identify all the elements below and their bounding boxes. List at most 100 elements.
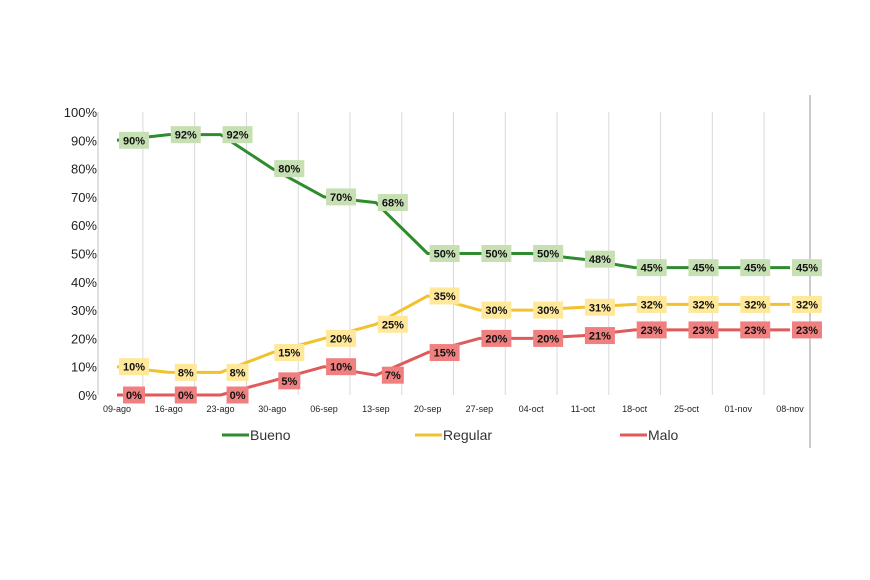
data-label-bueno: 92% (222, 126, 253, 144)
data-label-bueno: 45% (740, 259, 771, 277)
x-tick-label: 18-oct (622, 404, 648, 414)
data-label-box (636, 321, 667, 339)
data-label-box (792, 321, 822, 339)
label-layer: 90% 92% 92% 80% 70% 68% 50% 50% 50% 48% 45% 45% 45% 4… (119, 126, 822, 404)
data-label-text: 45% (641, 263, 663, 275)
data-label-malo: 15% (429, 344, 460, 362)
data-label-text: 7% (385, 370, 401, 382)
data-label-text: 10% (123, 362, 145, 374)
data-label-regular: 32% (688, 295, 719, 313)
data-label-bueno: 45% (792, 259, 822, 277)
y-tick-label: 50% (71, 247, 97, 262)
data-label-text: 20% (330, 333, 352, 345)
legend-label-malo: Malo (648, 427, 679, 443)
data-label-text: 32% (641, 299, 663, 311)
data-label-malo: 0% (123, 386, 145, 404)
data-label-text: 50% (537, 249, 559, 261)
data-label-malo: 23% (740, 321, 771, 339)
data-label-bueno: 50% (429, 245, 460, 262)
grid-layer (142, 112, 765, 395)
data-label-malo: 23% (792, 321, 822, 339)
y-tick-label: 40% (71, 275, 97, 290)
data-label-regular: 25% (377, 315, 408, 333)
data-label-box (429, 344, 460, 362)
data-label-box (636, 295, 667, 313)
x-tick-label: 04-oct (519, 404, 545, 414)
data-label-bueno: 50% (481, 245, 512, 262)
data-label-text: 10% (330, 362, 352, 374)
data-label-text: 21% (589, 331, 611, 343)
data-label-text: 5% (281, 376, 297, 388)
data-label-regular: 32% (636, 295, 667, 313)
x-tick-label: 13-sep (362, 404, 390, 414)
data-label-box (381, 366, 404, 384)
data-label-box (174, 386, 197, 404)
data-label-regular: 8% (174, 363, 197, 381)
data-label-malo: 23% (636, 321, 667, 339)
data-label-box (226, 386, 249, 404)
data-label-text: 15% (278, 348, 300, 360)
data-label-box (326, 188, 357, 206)
data-label-text: 30% (537, 305, 559, 317)
data-label-box (377, 194, 408, 212)
data-label-box (740, 321, 771, 339)
data-label-bueno: 48% (584, 250, 615, 268)
data-label-box (174, 363, 197, 381)
y-tick-label: 80% (71, 162, 97, 177)
data-label-text: 23% (692, 325, 714, 337)
data-label-regular: 10% (119, 358, 149, 376)
data-label-box (533, 329, 564, 347)
data-label-text: 8% (230, 367, 246, 379)
data-label-text: 15% (434, 348, 456, 360)
data-label-box (377, 315, 408, 333)
y-tick-label: 30% (71, 303, 97, 318)
data-label-text: 32% (744, 299, 766, 311)
data-label-box (584, 298, 615, 316)
y-tick-label: 0% (78, 388, 97, 403)
legend: Bueno Regular Malo (222, 427, 679, 443)
data-label-text: 50% (434, 249, 456, 261)
data-label-text: 0% (126, 390, 142, 402)
x-tick-label: 20-sep (414, 404, 442, 414)
data-label-text: 32% (692, 299, 714, 311)
data-label-regular: 30% (533, 301, 564, 319)
data-label-bueno: 80% (274, 160, 305, 178)
data-label-malo: 23% (688, 321, 719, 339)
data-label-text: 45% (692, 263, 714, 275)
data-label-box (533, 301, 564, 319)
data-label-text: 80% (278, 164, 300, 176)
x-tick-label: 27-sep (466, 404, 494, 414)
data-label-box (274, 344, 305, 362)
data-label-text: 32% (796, 299, 818, 311)
data-label-box (533, 245, 564, 262)
data-label-text: 23% (744, 325, 766, 337)
data-label-malo: 5% (278, 372, 301, 390)
x-tick-label: 09-ago (103, 404, 131, 414)
data-label-text: 50% (485, 249, 507, 261)
data-label-bueno: 45% (688, 259, 719, 277)
data-label-text: 92% (175, 130, 197, 142)
x-tick-label: 06-sep (310, 404, 338, 414)
x-tick-label: 30-ago (258, 404, 286, 414)
data-label-text: 23% (796, 325, 818, 337)
data-label-regular: 8% (226, 363, 249, 381)
data-label-text: 25% (382, 319, 404, 331)
data-label-box (636, 259, 667, 277)
data-label-malo: 0% (226, 386, 249, 404)
data-label-malo: 21% (584, 327, 615, 345)
data-label-box (481, 329, 512, 347)
data-label-regular: 15% (274, 344, 305, 362)
data-label-box (274, 160, 305, 178)
data-label-malo: 20% (533, 329, 564, 347)
data-label-text: 48% (589, 254, 611, 266)
data-label-text: 92% (227, 130, 249, 142)
y-tick-label: 10% (71, 360, 97, 375)
data-label-box (688, 295, 719, 313)
data-label-box (792, 259, 822, 277)
data-label-box (688, 259, 719, 277)
data-label-box (222, 126, 253, 144)
data-label-text: 31% (589, 302, 611, 314)
data-label-text: 68% (382, 198, 404, 210)
data-label-regular: 20% (326, 329, 357, 347)
